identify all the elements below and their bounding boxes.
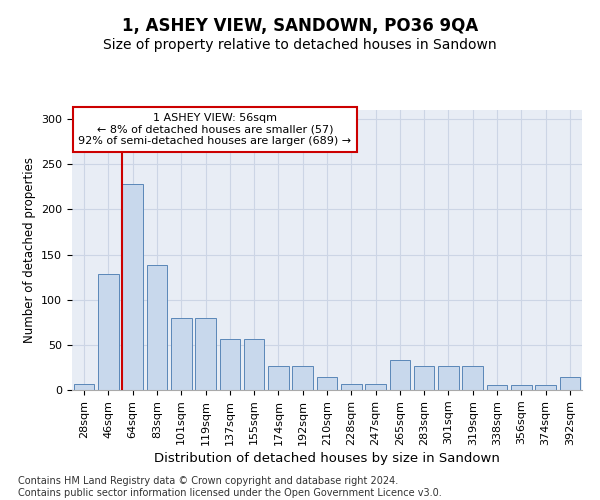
Y-axis label: Number of detached properties: Number of detached properties: [23, 157, 35, 343]
Bar: [244, 338, 265, 390]
Bar: [365, 384, 386, 390]
Bar: [268, 366, 289, 390]
Bar: [74, 384, 94, 390]
Bar: [98, 274, 119, 390]
Text: Size of property relative to detached houses in Sandown: Size of property relative to detached ho…: [103, 38, 497, 52]
X-axis label: Distribution of detached houses by size in Sandown: Distribution of detached houses by size …: [154, 452, 500, 465]
Bar: [220, 338, 240, 390]
Bar: [317, 378, 337, 390]
Bar: [389, 360, 410, 390]
Bar: [511, 386, 532, 390]
Bar: [560, 378, 580, 390]
Bar: [341, 384, 362, 390]
Bar: [146, 266, 167, 390]
Bar: [438, 366, 459, 390]
Bar: [292, 366, 313, 390]
Bar: [487, 386, 508, 390]
Bar: [414, 366, 434, 390]
Text: 1, ASHEY VIEW, SANDOWN, PO36 9QA: 1, ASHEY VIEW, SANDOWN, PO36 9QA: [122, 18, 478, 36]
Text: 1 ASHEY VIEW: 56sqm
← 8% of detached houses are smaller (57)
92% of semi-detache: 1 ASHEY VIEW: 56sqm ← 8% of detached hou…: [78, 113, 352, 146]
Bar: [463, 366, 483, 390]
Bar: [195, 318, 216, 390]
Bar: [171, 318, 191, 390]
Bar: [535, 386, 556, 390]
Text: Contains HM Land Registry data © Crown copyright and database right 2024.
Contai: Contains HM Land Registry data © Crown c…: [18, 476, 442, 498]
Bar: [122, 184, 143, 390]
